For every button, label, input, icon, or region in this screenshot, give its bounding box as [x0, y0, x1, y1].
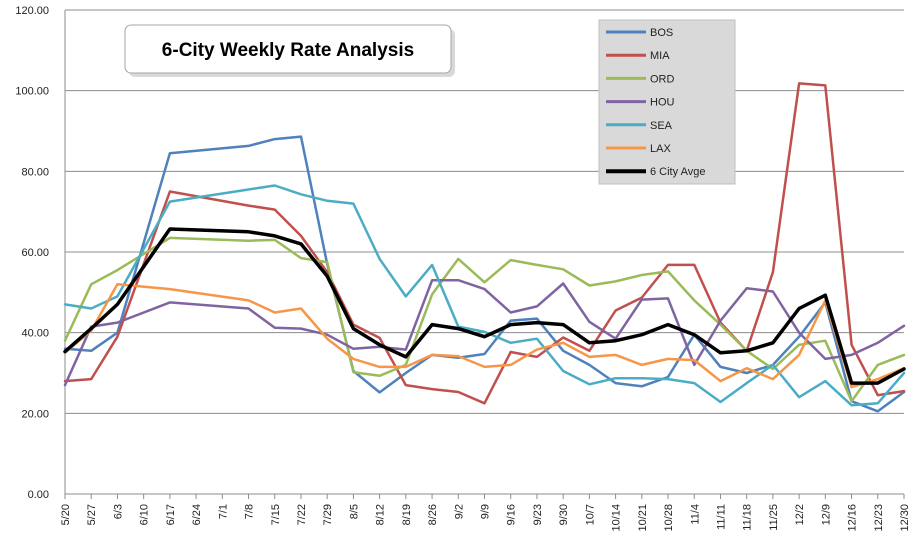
axes: 0.00 20.00 40.00 60.00 80.00 100.00 120.00 5/20… [15, 5, 911, 532]
x-tick-label: 8/26 [427, 504, 439, 525]
x-tick-label: 12/9 [820, 504, 832, 525]
gridlines [65, 9, 904, 414]
y-tick-label: 80.00 [21, 166, 49, 178]
x-tick-label: 5/27 [86, 504, 98, 525]
legend-label: SEA [650, 120, 673, 132]
x-tick-label: 8/12 [375, 504, 387, 525]
series-line-hou [63, 278, 906, 387]
y-tick-label: 0.00 [28, 489, 49, 501]
x-tick-label: 7/29 [322, 504, 334, 525]
series-line-bos [63, 135, 906, 413]
x-tick-label: 9/2 [453, 504, 465, 519]
x-tick-label: 12/16 [847, 504, 859, 532]
x-tick-label: 7/22 [296, 504, 308, 525]
x-tick-label: 9/30 [558, 504, 570, 525]
legend-label: 6 City Avge [650, 166, 705, 178]
y-tick-label: 60.00 [21, 247, 49, 259]
y-tick-label: 120.00 [15, 5, 49, 17]
series-line-6-city-avge [63, 227, 906, 385]
series-line-mia [63, 82, 906, 405]
x-tick-label: 10/14 [611, 504, 623, 532]
x-tick-label: 11/18 [742, 504, 754, 531]
chart-title-box: 6-City Weekly Rate Analysis [124, 24, 455, 77]
series-line-sea [63, 184, 906, 407]
x-tick-label: 8/5 [348, 504, 360, 519]
x-tick-label: 11/11 [715, 504, 727, 530]
series-line-lax [63, 283, 906, 389]
x-tick-label: 6/17 [165, 504, 177, 525]
x-tick-label: 5/20 [60, 504, 72, 525]
x-tick-label: 6/3 [112, 504, 124, 519]
x-tick-label: 10/21 [637, 504, 649, 532]
x-tick-label: 7/15 [270, 504, 282, 525]
legend-label: MIA [650, 50, 670, 62]
y-tick-label: 20.00 [21, 408, 49, 420]
x-tick-label: 11/4 [689, 504, 701, 525]
y-tick-label: 100.00 [15, 86, 49, 98]
x-tick-label: 12/2 [794, 504, 806, 525]
x-tick-label: 8/19 [401, 504, 413, 525]
x-tick-label: 9/16 [506, 504, 518, 525]
y-tick-label: 40.00 [21, 328, 49, 340]
legend-label: ORD [650, 73, 675, 85]
x-tick-label: 10/7 [584, 504, 596, 525]
x-tick-label: 7/1 [217, 504, 229, 519]
legend: BOS MIA ORD HOU SEA LAX 6 City Avge [598, 19, 736, 185]
x-tick-label: 12/23 [873, 504, 885, 532]
x-tick-label: 9/9 [480, 504, 492, 519]
x-tick-label: 10/28 [663, 504, 675, 532]
chart-title: 6-City Weekly Rate Analysis [162, 40, 414, 61]
x-tick-label: 7/8 [244, 504, 256, 519]
series-line-ord [63, 236, 906, 403]
legend-label: LAX [650, 143, 671, 155]
x-tick-label: 11/25 [768, 504, 780, 531]
series-lines [63, 82, 906, 413]
x-tick-label: 9/23 [532, 504, 544, 525]
x-tick-label: 6/24 [191, 504, 203, 525]
legend-label: BOS [650, 27, 673, 39]
x-tick-label: 12/30 [899, 504, 911, 532]
legend-label: HOU [650, 97, 675, 109]
x-tick-label: 6/10 [139, 504, 151, 525]
